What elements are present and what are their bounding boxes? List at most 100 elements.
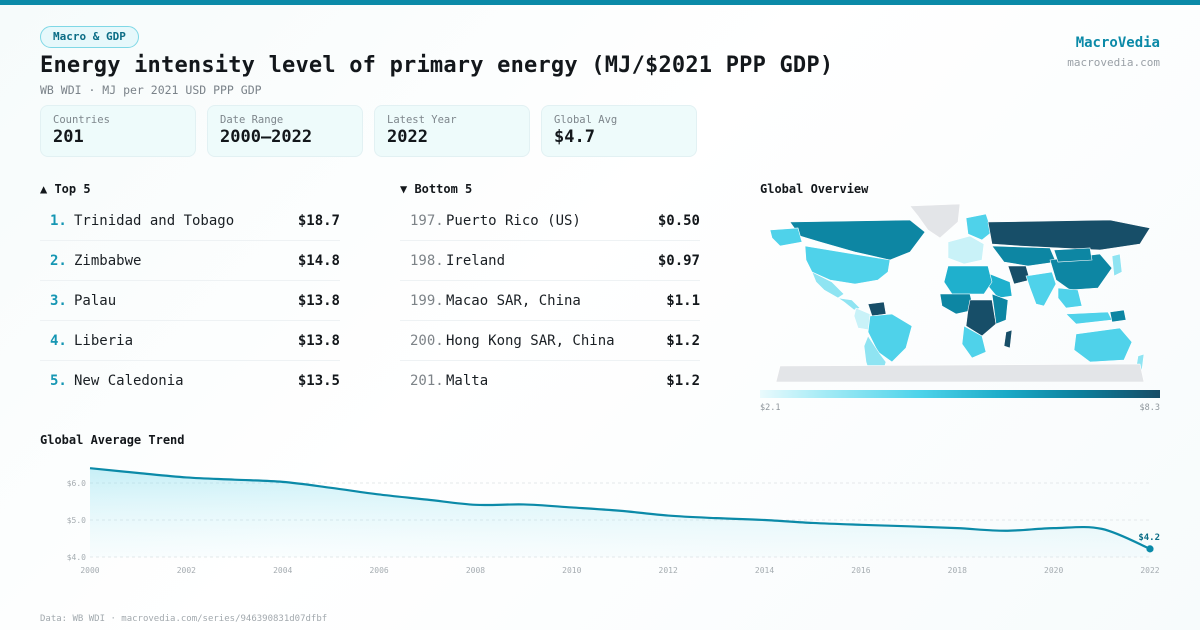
- x-tick-label: 2008: [466, 566, 485, 575]
- stat-card-latest-year: Latest Year 2022: [374, 105, 530, 157]
- map-region-venezuela[interactable]: [867, 301, 887, 317]
- map-region-southeast-asia[interactable]: [1057, 287, 1083, 309]
- x-tick-label: 2020: [1044, 566, 1063, 575]
- trend-end-label: $4.2: [1138, 533, 1160, 543]
- x-tick-label: 2018: [948, 566, 967, 575]
- map-region-papua-new-guinea[interactable]: [1109, 309, 1127, 323]
- country-name: Trinidad and Tobago: [74, 212, 235, 229]
- map-region-greenland[interactable]: [909, 203, 961, 239]
- country-value: $14.8: [297, 252, 340, 269]
- stat-value: 2022: [387, 127, 428, 147]
- rank-number: 200.: [410, 332, 444, 349]
- country-value: $1.1: [666, 292, 700, 309]
- bottom5-title: ▼ Bottom 5: [400, 182, 473, 196]
- x-tick-label: 2004: [273, 566, 292, 575]
- country-name: Macao SAR, China: [446, 292, 581, 309]
- world-map-svg: [769, 203, 1151, 383]
- rank-number: 4.: [50, 332, 67, 349]
- stats-row: Countries 201 Date Range 2000–2022 Lates…: [40, 105, 697, 157]
- map-region-iran[interactable]: [1007, 265, 1031, 285]
- country-name: Puerto Rico (US): [446, 212, 581, 229]
- country-name: Liberia: [74, 332, 134, 349]
- map-region-antarctica[interactable]: [775, 363, 1145, 383]
- country-name: New Caledonia: [74, 373, 184, 389]
- country-value: $1.2: [666, 373, 700, 389]
- map-region-west-africa[interactable]: [939, 293, 975, 315]
- map-region-colombia[interactable]: [853, 307, 871, 331]
- map-region-russia[interactable]: [987, 219, 1151, 251]
- stat-label: Date Range: [220, 114, 284, 126]
- trend-line: [89, 467, 1151, 550]
- country-name: Palau: [74, 292, 117, 309]
- map-region-china[interactable]: [1049, 253, 1113, 291]
- stat-card-date-range: Date Range 2000–2022: [207, 105, 363, 157]
- x-tick-label: 2000: [80, 566, 99, 575]
- trend-chart: $4.0 $5.0 $6.0 2000 2002 2004 2006 2008 2010 2012…: [40, 455, 1170, 580]
- rank-number: 2.: [50, 252, 67, 269]
- map-region-alaska[interactable]: [769, 227, 803, 247]
- rank-number: 198.: [410, 252, 444, 269]
- trend-title: Global Average Trend: [40, 433, 185, 447]
- map-region-western-europe[interactable]: [947, 235, 985, 265]
- x-tick-label: 2014: [755, 566, 774, 575]
- map-region-southern-africa[interactable]: [961, 325, 987, 359]
- stat-label: Latest Year: [387, 114, 457, 126]
- stat-label: Global Avg: [554, 114, 618, 126]
- x-tick-label: 2022: [1140, 566, 1159, 575]
- footer-source: Data: WB WDI · macrovedia.com/series/946…: [40, 614, 328, 624]
- x-tick-label: 2002: [177, 566, 196, 575]
- map-region-scandinavia[interactable]: [965, 213, 993, 241]
- map-region-north-africa[interactable]: [943, 265, 993, 295]
- brand-url[interactable]: macrovedia.com: [1067, 56, 1160, 69]
- list-item[interactable]: 200. Hong Kong SAR, China $1.2: [400, 321, 700, 361]
- category-badge[interactable]: Macro & GDP: [40, 26, 139, 48]
- country-name: Ireland: [446, 252, 506, 269]
- x-tick-label: 2016: [851, 566, 870, 575]
- y-tick-label: $5.0: [67, 516, 86, 525]
- map-region-central-asia[interactable]: [991, 245, 1057, 267]
- map-region-arabian-peninsula[interactable]: [987, 273, 1013, 299]
- x-tick-label: 2006: [369, 566, 388, 575]
- stat-value: 201: [53, 127, 84, 147]
- country-value: $13.5: [297, 373, 340, 389]
- list-item[interactable]: 198. Ireland $0.97: [400, 241, 700, 281]
- y-tick-label: $6.0: [67, 479, 86, 488]
- scale-min-label: $2.1: [760, 403, 781, 413]
- list-item[interactable]: 197. Puerto Rico (US) $0.50: [400, 201, 700, 241]
- y-tick-label: $4.0: [67, 553, 86, 562]
- top5-list: 1. Trinidad and Tobago $18.7 2. Zimbabwe $…: [40, 201, 340, 401]
- trend-chart-svg: $4.0 $5.0 $6.0 2000 2002 2004 2006 2008 2010 2012…: [67, 467, 1160, 575]
- list-item[interactable]: 4. Liberia $13.8: [40, 321, 340, 361]
- list-item[interactable]: 5. New Caledonia $13.5: [40, 361, 340, 401]
- map-region-indonesia[interactable]: [1065, 311, 1113, 325]
- world-map[interactable]: [760, 202, 1160, 383]
- country-name: Malta: [446, 373, 489, 389]
- rank-number: 3.: [50, 292, 67, 309]
- stat-value: $4.7: [554, 127, 595, 147]
- country-value: $0.97: [657, 252, 700, 269]
- list-item[interactable]: 1. Trinidad and Tobago $18.7: [40, 201, 340, 241]
- map-region-mongolia[interactable]: [1053, 247, 1093, 263]
- map-region-australia[interactable]: [1073, 327, 1133, 363]
- map-region-united-states[interactable]: [804, 245, 891, 285]
- country-value: $13.8: [297, 332, 340, 349]
- list-item[interactable]: 201. Malta $1.2: [400, 361, 700, 401]
- stat-card-global-avg: Global Avg $4.7: [541, 105, 697, 157]
- map-region-brazil[interactable]: [867, 313, 913, 363]
- rank-number: 5.: [50, 373, 67, 389]
- x-tick-label: 2010: [562, 566, 581, 575]
- country-value: $0.50: [657, 212, 700, 229]
- rank-number: 1.: [50, 212, 67, 229]
- map-region-india[interactable]: [1025, 271, 1057, 307]
- map-regions: [769, 203, 1151, 383]
- brand-logo[interactable]: MacroVedia: [1075, 35, 1160, 51]
- page-subtitle: WB WDI · MJ per 2021 USD PPP GDP: [40, 83, 262, 97]
- list-item[interactable]: 3. Palau $13.8: [40, 281, 340, 321]
- map-region-madagascar[interactable]: [1003, 329, 1013, 349]
- rank-number: 199.: [410, 292, 444, 309]
- stat-label: Countries: [53, 114, 110, 126]
- list-item[interactable]: 199. Macao SAR, China $1.1: [400, 281, 700, 321]
- map-region-japan[interactable]: [1111, 253, 1123, 277]
- list-item[interactable]: 2. Zimbabwe $14.8: [40, 241, 340, 281]
- map-region-east-africa[interactable]: [991, 293, 1009, 325]
